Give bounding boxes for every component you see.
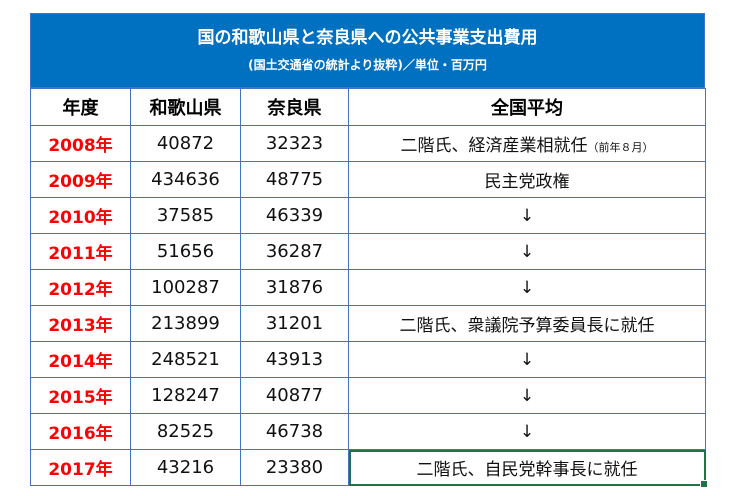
cell-year[interactable]: 2012年 (30, 269, 131, 306)
table-row: 2011年 51656 36287 ↓ (30, 233, 706, 270)
cell-note[interactable]: 二階氏、自民党幹事長に就任 (348, 449, 708, 488)
cell-year[interactable]: 2015年 (30, 377, 131, 414)
cell-note[interactable]: ↓ (348, 233, 706, 270)
cell-wakayama[interactable]: 82525 (130, 413, 241, 450)
table-title: 国の和歌山県と奈良県への公共事業支出費用 (197, 28, 538, 48)
table-row: 2009年 434636 48775 民主党政権 (30, 161, 706, 198)
cell-note[interactable]: ↓ (348, 377, 706, 414)
table-row: 2017年 43216 23380 二階氏、自民党幹事長に就任 (30, 449, 708, 488)
note-small: （前年８月） (587, 141, 654, 154)
cell-nara[interactable]: 46738 (240, 413, 349, 450)
cell-year[interactable]: 2008年 (30, 125, 131, 162)
cell-wakayama[interactable]: 51656 (130, 233, 241, 270)
data-table: 年度 和歌山県 奈良県 全国平均 2008年 40872 32323 二階氏、経済産業… (30, 88, 708, 488)
table-row: 2010年 37585 46339 ↓ (30, 197, 706, 234)
cell-note[interactable]: ↓ (348, 197, 706, 234)
note-text: ↓ (519, 205, 535, 226)
cell-nara[interactable]: 32323 (240, 125, 349, 162)
table-row: 2015年 128247 40877 ↓ (30, 377, 706, 414)
table-row: 2008年 40872 32323 二階氏、経済産業相就任（前年８月） (30, 125, 706, 162)
cell-year[interactable]: 2011年 (30, 233, 131, 270)
note-text: ↓ (519, 349, 535, 370)
cell-year[interactable]: 2016年 (30, 413, 131, 450)
note-text: ↓ (519, 277, 535, 298)
cell-wakayama[interactable]: 40872 (130, 125, 241, 162)
header-row: 年度 和歌山県 奈良県 全国平均 (30, 88, 706, 126)
cell-nara[interactable]: 23380 (240, 449, 349, 486)
note-text: 二階氏、経済産業相就任 (400, 136, 588, 156)
cell-nara[interactable]: 43913 (240, 341, 349, 378)
table-row: 2012年 100287 31876 ↓ (30, 269, 706, 306)
cell-wakayama[interactable]: 434636 (130, 161, 241, 198)
cell-wakayama[interactable]: 128247 (130, 377, 241, 414)
cell-year[interactable]: 2017年 (30, 449, 131, 486)
header-nara[interactable]: 奈良県 (240, 88, 349, 126)
cell-year[interactable]: 2013年 (30, 305, 131, 342)
cell-wakayama[interactable]: 248521 (130, 341, 241, 378)
cell-year[interactable]: 2009年 (30, 161, 131, 198)
table-row: 2016年 82525 46738 ↓ (30, 413, 706, 450)
note-text: ↓ (519, 241, 535, 262)
note-text: ↓ (519, 385, 535, 406)
cell-nara[interactable]: 48775 (240, 161, 349, 198)
header-year[interactable]: 年度 (30, 88, 131, 126)
header-national-average[interactable]: 全国平均 (348, 88, 706, 126)
note-text: 二階氏、自民党幹事長に就任 (416, 460, 638, 480)
note-text: 二階氏、衆議院予算委員長に就任 (399, 316, 655, 336)
fill-handle[interactable] (700, 480, 708, 488)
cell-nara[interactable]: 31876 (240, 269, 349, 306)
cell-note[interactable]: ↓ (348, 341, 706, 378)
cell-nara[interactable]: 46339 (240, 197, 349, 234)
cell-note[interactable]: 二階氏、経済産業相就任（前年８月） (348, 125, 706, 162)
cell-note[interactable]: 二階氏、衆議院予算委員長に就任 (348, 305, 706, 342)
table-subtitle: (国土交通省の統計より抜粋)／単位・百万円 (248, 58, 487, 72)
cell-nara[interactable]: 31201 (240, 305, 349, 342)
cell-note[interactable]: ↓ (348, 269, 706, 306)
note-text: ↓ (519, 421, 535, 442)
cell-wakayama[interactable]: 213899 (130, 305, 241, 342)
cell-year[interactable]: 2014年 (30, 341, 131, 378)
spreadsheet-table: 国の和歌山県と奈良県への公共事業支出費用 (国土交通省の統計より抜粋)／単位・百… (30, 13, 708, 488)
table-row: 2013年 213899 31201 二階氏、衆議院予算委員長に就任 (30, 305, 706, 342)
cell-note[interactable]: ↓ (348, 413, 706, 450)
title-banner[interactable]: 国の和歌山県と奈良県への公共事業支出費用 (国土交通省の統計より抜粋)／単位・百… (30, 13, 705, 88)
cell-wakayama[interactable]: 100287 (130, 269, 241, 306)
header-wakayama[interactable]: 和歌山県 (130, 88, 241, 126)
cell-nara[interactable]: 40877 (240, 377, 349, 414)
note-text: 民主党政権 (484, 172, 570, 192)
cell-nara[interactable]: 36287 (240, 233, 349, 270)
cell-note[interactable]: 民主党政権 (348, 161, 706, 198)
table-row: 2014年 248521 43913 ↓ (30, 341, 706, 378)
cell-wakayama[interactable]: 43216 (130, 449, 241, 486)
cell-wakayama[interactable]: 37585 (130, 197, 241, 234)
cell-year[interactable]: 2010年 (30, 197, 131, 234)
